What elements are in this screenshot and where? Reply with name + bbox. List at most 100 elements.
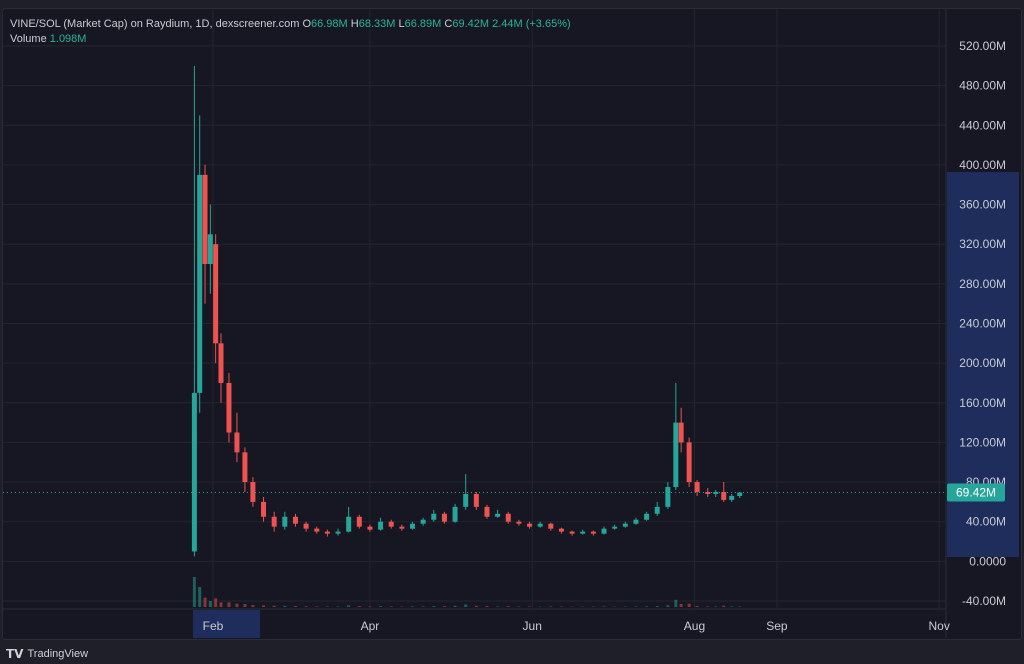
candle [548, 522, 554, 607]
volume-bar [208, 601, 212, 607]
candle-body [516, 521, 522, 524]
volume-bar [214, 598, 218, 607]
candle-body [367, 526, 373, 530]
volume-bar [203, 597, 207, 607]
tradingview-logo[interactable]: 𝗧𝗩 TradingView [6, 647, 88, 661]
time-range-highlight [193, 610, 260, 638]
candle [191, 65, 197, 607]
candle [463, 474, 469, 607]
candle [673, 382, 679, 607]
volume-bar [235, 603, 239, 607]
x-tick-label: Jun [523, 619, 542, 633]
y-tick-label: 320.00M [959, 237, 1006, 251]
volume-bar [304, 606, 308, 607]
volume-bar [272, 605, 276, 607]
candle [292, 513, 298, 607]
candle-body [271, 516, 277, 527]
candle [580, 529, 586, 607]
candle [694, 480, 700, 607]
volume-bar [655, 606, 659, 607]
candle-body [292, 516, 298, 524]
close-value: 69.42M [452, 18, 490, 30]
candle [399, 524, 405, 607]
y-tick-label: -40.00M [962, 594, 1006, 608]
candle [324, 529, 330, 607]
candle [705, 488, 711, 607]
candle [590, 530, 596, 607]
candle [537, 521, 543, 607]
low-value: 66.89M [404, 18, 442, 30]
candle [678, 407, 684, 607]
symbol-title: VINE/SOL (Market Cap) on Raydium, 1D, de… [10, 18, 300, 30]
candle [202, 164, 208, 607]
candle [601, 526, 607, 607]
y-tick-label: 0.0000 [969, 554, 1006, 568]
candle-body [242, 452, 248, 483]
volume-bar [549, 606, 553, 607]
y-tick-label: 480.00M [959, 79, 1006, 93]
volume-bar [474, 605, 478, 607]
x-tick-label: Apr [361, 619, 380, 633]
y-tick-label: 200.00M [959, 356, 1006, 370]
candle [378, 517, 384, 607]
candle [314, 526, 320, 607]
volume-bar [687, 603, 691, 607]
candle [356, 514, 362, 607]
volume-bar [262, 605, 266, 607]
candle-body [721, 491, 727, 500]
candle [484, 504, 490, 607]
x-tick-label: Aug [684, 619, 705, 633]
candle [226, 373, 232, 607]
candle [633, 517, 639, 607]
candle [665, 482, 671, 607]
candle [527, 521, 533, 607]
candle [729, 493, 735, 607]
candle [441, 511, 447, 607]
candle-body [527, 523, 533, 527]
change-value: 2.44M (+3.65%) [492, 18, 571, 30]
candle [558, 527, 564, 607]
candle-body [537, 523, 543, 527]
candle-body [197, 174, 203, 393]
candle-body [324, 531, 330, 534]
candle-body [473, 493, 479, 507]
tradingview-logo-icon: 𝗧𝗩 [6, 647, 24, 661]
candle-body [282, 516, 288, 527]
candle [282, 511, 288, 607]
x-tick-label: Nov [929, 619, 950, 633]
candle-body [678, 422, 684, 443]
candle-body [399, 526, 405, 529]
volume-bar [357, 606, 361, 607]
candle-body [694, 482, 700, 492]
volume-bar [293, 606, 297, 607]
candle [713, 490, 719, 607]
open-value: 66.98M [311, 18, 348, 30]
candle [335, 528, 341, 607]
volume-bar [198, 587, 202, 607]
candle-body [378, 521, 384, 530]
y-tick-label: 160.00M [959, 396, 1006, 410]
candle-body [226, 382, 232, 433]
candle-body [633, 519, 639, 524]
candle-body [388, 521, 394, 527]
volume-bar [674, 599, 678, 607]
candle-body [590, 531, 596, 534]
candle-body [495, 513, 501, 517]
candle [197, 115, 203, 607]
candle-body [601, 528, 607, 534]
y-tick-label: 360.00M [959, 198, 1006, 212]
candle [612, 524, 618, 607]
candle-body [234, 432, 240, 453]
candle [367, 524, 373, 607]
candle-body [644, 513, 650, 520]
candle [271, 511, 277, 607]
candle [207, 204, 213, 607]
candle-body [737, 492, 743, 496]
y-tick-label: 120.00M [959, 435, 1006, 449]
candle-body [441, 513, 447, 522]
candle-body [191, 392, 197, 552]
candle [303, 521, 309, 607]
candle [654, 501, 660, 607]
candle [261, 496, 267, 607]
